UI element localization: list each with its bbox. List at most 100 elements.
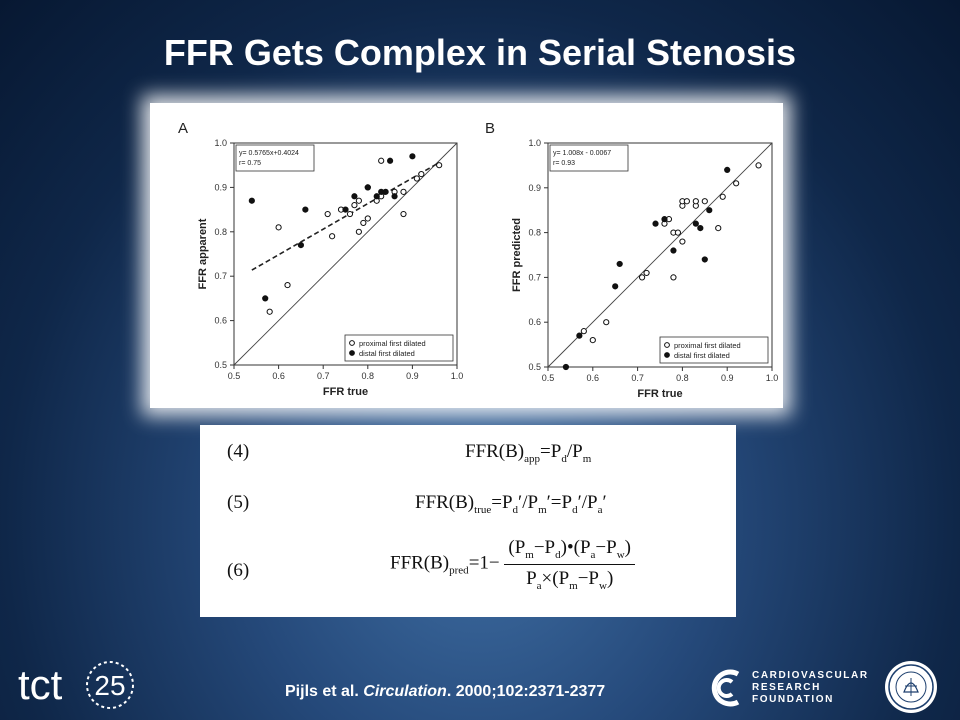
equation-6-fraction: (Pm−Pd)•(Pa−Pw) Pa×(Pm−Pw)	[504, 537, 635, 592]
panel-a-annotation-r: r= 0.75	[239, 160, 261, 167]
panel-a-point-open	[275, 224, 282, 231]
crf-logo: CARDIOVASCULAR RESEARCH FOUNDATION	[708, 664, 868, 714]
panel-b-x-tick-label: 0.7	[631, 373, 644, 383]
panel-a-point-open	[360, 219, 367, 227]
panel-a-annotation-equation: y= 0.5765x+0.4024	[239, 150, 299, 157]
panel-a-point-open	[284, 281, 291, 289]
panel-b-point-open	[580, 328, 587, 335]
panel-a-point-filled	[387, 157, 394, 164]
panel-b-x-tick-label: 0.8	[676, 373, 689, 383]
equation-4: FFR(B)app=Pd/Pm	[465, 441, 592, 465]
panel-a-y-tick-label: 0.9	[214, 182, 227, 192]
panel-a-regression-line	[251, 161, 440, 271]
panel-b-point-open	[670, 274, 677, 281]
panel-a-point-filled	[409, 153, 416, 160]
panel-a-legend-label: distal first dilated	[359, 349, 415, 358]
panel-a-point-open	[351, 202, 358, 209]
equation-6: FFR(B)pred=1− (Pm−Pd)•(Pa−Pw) Pa×(Pm−Pw)	[390, 537, 635, 592]
tct-25-logo: tct 25	[14, 655, 134, 715]
panel-a-point-filled	[373, 193, 380, 200]
panel-a-point-open	[418, 170, 425, 178]
equation-5-number: (5)	[227, 492, 250, 513]
panel-a-point-open	[346, 210, 354, 218]
panel-b-y-tick-label: 0.9	[528, 183, 541, 193]
panel-b-x-tick-label: 0.5	[542, 373, 555, 383]
panel-b-point-open	[755, 162, 762, 169]
panel-b-y-tick-label: 0.7	[528, 272, 541, 282]
panel-a-x-tick-label: 0.7	[317, 371, 330, 381]
panel-b-y-tick-label: 0.6	[528, 317, 541, 327]
panel-b-point-open	[719, 193, 726, 200]
panel-b-legend-label: distal first dilated	[674, 351, 730, 360]
panel-a-point-open	[378, 157, 385, 164]
panel-a-y-tick-label: 0.8	[214, 227, 227, 237]
panel-a-label: A	[178, 120, 188, 137]
panel-a-y-tick-label: 0.5	[214, 360, 227, 370]
panel-a-point-open	[355, 197, 362, 204]
svg-text:25: 25	[94, 670, 125, 701]
scatter-figure: A 0.5 0.6 0.7 0.8 0.9 1.0 0.5 0.6 0.7 0.8 0.9 1.0 FFR…	[150, 103, 783, 408]
panel-a-point-filled	[302, 206, 309, 213]
panel-a-legend-box	[344, 334, 454, 362]
panel-a-x-tick-label: 0.6	[272, 371, 285, 381]
panel-a-point-open	[413, 175, 420, 182]
crf-emblem-icon	[711, 669, 740, 707]
panel-b-point-filled	[576, 332, 583, 339]
panel-b-point-open	[733, 180, 740, 187]
panel-b-x-axis-label: FFR true	[637, 388, 682, 400]
panel-b-point-open	[715, 225, 722, 232]
panel-a-point-filled	[391, 193, 398, 200]
panel-b-point-filled	[612, 283, 619, 290]
panel-b-plot-frame	[547, 142, 773, 368]
equation-4-number: (4)	[227, 441, 250, 462]
panel-b-point-filled	[724, 166, 731, 173]
panel-b-x-tick-label: 1.0	[766, 373, 779, 383]
panel-a-y-axis-label: FFR apparent	[197, 218, 209, 289]
panel-a-point-filled	[262, 295, 269, 302]
panel-b-y-tick-label: 0.5	[528, 362, 541, 372]
panel-a-x-axis-label: FFR true	[323, 386, 368, 398]
panel-b-point-open	[643, 269, 650, 277]
panel-a-point-filled	[382, 188, 389, 195]
panel-a-y-tick-label: 1.0	[214, 138, 227, 148]
panel-a-annotation-box	[235, 144, 315, 172]
panel-a-legend-label: proximal first dilated	[359, 339, 426, 348]
panel-a-point-filled	[342, 206, 349, 213]
panel-b-x-tick-label: 0.6	[587, 373, 600, 383]
panel-b-point-open	[674, 229, 682, 236]
equations-panel: (4) FFR(B)app=Pd/Pm (5) FFR(B)true=Pd′/P…	[200, 425, 736, 617]
university-seal-icon	[884, 660, 938, 714]
panel-b-y-tick-label: 1.0	[528, 138, 541, 148]
panel-a-point-open	[436, 162, 443, 169]
panel-b-point-filled	[706, 207, 713, 214]
panel-b-annotation-equation: y= 1.008x - 0.0067	[553, 150, 611, 157]
panel-b-point-filled	[670, 247, 677, 254]
panel-b-point-filled	[616, 260, 623, 268]
panel-b-legend-marker	[664, 352, 670, 358]
panel-a-plot-frame	[233, 142, 458, 366]
scatter-plots-svg: A 0.5 0.6 0.7 0.8 0.9 1.0 0.5 0.6 0.7 0.8 0.9 1.0 FFR…	[178, 120, 779, 400]
panel-b-point-filled	[562, 363, 570, 371]
panel-a-x-tick-label: 0.9	[406, 371, 419, 381]
panel-a-point-filled	[351, 193, 358, 200]
panel-b-y-axis-label: FFR predicted	[511, 218, 523, 292]
panel-b-point-filled	[701, 256, 708, 263]
panel-a-point-open	[355, 228, 362, 235]
svg-text:tct: tct	[18, 661, 63, 708]
panel-b-point-filled	[661, 216, 668, 223]
panel-b-point-open	[603, 319, 610, 326]
panel-b-point-filled	[652, 220, 659, 227]
panel-a-legend-marker	[349, 350, 355, 356]
panel-a-point-filled	[364, 184, 371, 191]
panel-a-point-open	[400, 210, 407, 218]
panel-b-point-filled	[692, 220, 699, 227]
panel-a-point-open	[329, 233, 336, 240]
panel-b-point-open	[679, 238, 686, 245]
panel-b-point-open	[701, 198, 708, 205]
panel-b-point-open	[692, 198, 699, 205]
panel-b-point-open	[683, 198, 690, 205]
panel-a-point-open	[364, 215, 371, 222]
panel-a-point-filled	[248, 197, 255, 204]
panel-b-point-filled	[697, 225, 704, 232]
slide-title: FFR Gets Complex in Serial Stenosis	[163, 32, 797, 73]
